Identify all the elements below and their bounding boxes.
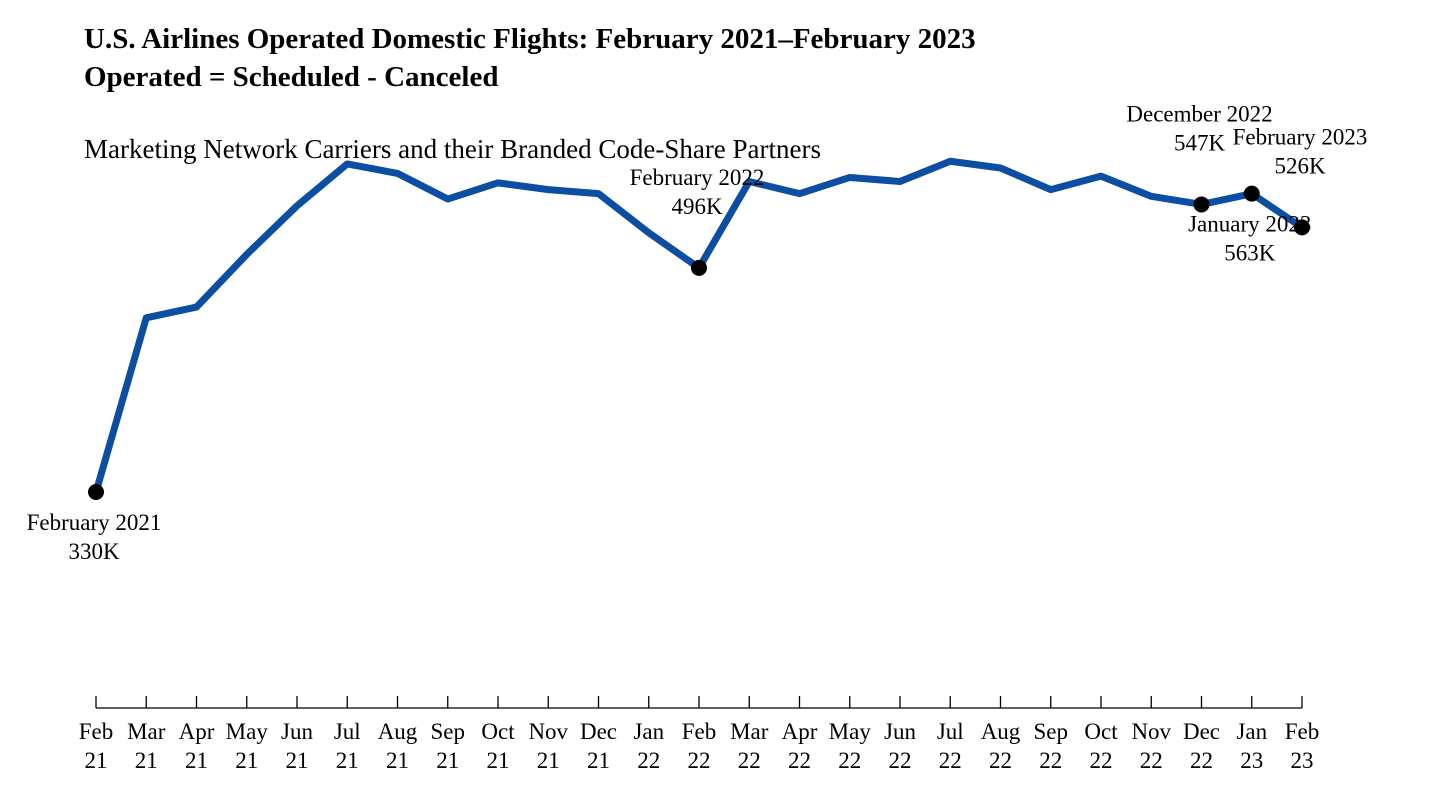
annotation-label-title-0: February 2021 bbox=[27, 510, 162, 535]
x-tick-label-month-6: Aug bbox=[378, 719, 418, 744]
annotation-label-title-23: January 2023 bbox=[1188, 212, 1311, 237]
x-tick-label-month-8: Oct bbox=[481, 719, 515, 744]
x-tick-label-year-13: 22 bbox=[738, 748, 761, 773]
x-tick-label-year-8: 21 bbox=[487, 748, 510, 773]
x-tick-label-year-17: 22 bbox=[939, 748, 962, 773]
annotation-label-title-12: February 2022 bbox=[630, 165, 765, 190]
chart-title: U.S. Airlines Operated Domestic Flights:… bbox=[84, 20, 976, 96]
x-tick-label-month-1: Mar bbox=[127, 719, 166, 744]
x-tick-label-month-9: Nov bbox=[528, 719, 568, 744]
x-tick-label-year-11: 22 bbox=[637, 748, 660, 773]
x-tick-label-year-14: 22 bbox=[788, 748, 811, 773]
x-tick-label-year-3: 21 bbox=[235, 748, 258, 773]
x-tick-label-year-22: 22 bbox=[1190, 748, 1213, 773]
x-tick-label-month-5: Jul bbox=[334, 719, 361, 744]
data-point-marker-23 bbox=[1243, 185, 1260, 202]
x-tick-label-month-23: Jan bbox=[1236, 719, 1267, 744]
x-tick-label-month-12: Feb bbox=[682, 719, 717, 744]
x-tick-label-year-9: 21 bbox=[537, 748, 560, 773]
x-tick-label-month-18: Aug bbox=[981, 719, 1021, 744]
x-tick-label-month-21: Nov bbox=[1131, 719, 1171, 744]
x-tick-label-month-2: Apr bbox=[179, 719, 215, 744]
x-tick-label-month-14: Apr bbox=[782, 719, 818, 744]
x-tick-label-month-4: Jun bbox=[281, 719, 313, 744]
x-tick-label-year-20: 22 bbox=[1090, 748, 1113, 773]
x-tick-label-month-16: Jun bbox=[884, 719, 916, 744]
x-tick-label-year-2: 21 bbox=[185, 748, 208, 773]
x-tick-label-year-24: 23 bbox=[1291, 748, 1314, 773]
x-tick-label-year-0: 21 bbox=[85, 748, 108, 773]
x-tick-label-year-15: 22 bbox=[838, 748, 861, 773]
x-tick-label-year-10: 21 bbox=[587, 748, 610, 773]
annotation-label-value-23: 563K bbox=[1224, 241, 1276, 266]
x-tick-label-year-4: 21 bbox=[286, 748, 309, 773]
x-tick-label-year-16: 22 bbox=[889, 748, 912, 773]
chart-title-line2: Operated = Scheduled - Canceled bbox=[84, 61, 499, 93]
data-point-marker-0 bbox=[88, 484, 104, 500]
data-point-marker-22 bbox=[1193, 196, 1210, 213]
x-tick-label-month-20: Oct bbox=[1084, 719, 1118, 744]
annotation-label-title-22: December 2022 bbox=[1126, 101, 1272, 126]
annotation-label-title-24: February 2023 bbox=[1233, 124, 1368, 149]
x-tick-label-year-21: 22 bbox=[1140, 748, 1163, 773]
x-tick-label-month-11: Jan bbox=[633, 719, 664, 744]
annotation-label-value-0: 330K bbox=[68, 539, 120, 564]
x-tick-label-year-7: 21 bbox=[436, 748, 459, 773]
data-point-marker-24 bbox=[1294, 219, 1310, 236]
x-tick-label-year-1: 21 bbox=[135, 748, 158, 773]
data-point-marker-12 bbox=[691, 259, 707, 276]
x-tick-label-month-3: May bbox=[226, 719, 269, 744]
x-tick-label-month-24: Feb bbox=[1285, 719, 1320, 744]
x-tick-label-year-23: 23 bbox=[1240, 748, 1263, 773]
annotation-label-value-12: 496K bbox=[671, 194, 723, 219]
x-tick-label-month-10: Dec bbox=[580, 719, 617, 744]
x-tick-label-month-13: Mar bbox=[730, 719, 769, 744]
x-tick-label-year-19: 22 bbox=[1039, 748, 1062, 773]
x-tick-label-month-17: Jul bbox=[937, 719, 964, 744]
x-tick-label-month-0: Feb bbox=[79, 719, 114, 744]
x-tick-label-year-5: 21 bbox=[336, 748, 359, 773]
x-tick-label-month-22: Dec bbox=[1183, 719, 1220, 744]
x-tick-label-month-19: Sep bbox=[1034, 719, 1069, 744]
x-tick-label-year-18: 22 bbox=[989, 748, 1012, 773]
annotation-label-value-22: 547K bbox=[1174, 130, 1226, 155]
chart-title-line1: U.S. Airlines Operated Domestic Flights:… bbox=[84, 23, 976, 55]
x-tick-label-year-12: 22 bbox=[688, 748, 711, 773]
annotation-label-value-24: 526K bbox=[1274, 153, 1326, 178]
chart-subtitle: Marketing Network Carriers and their Bra… bbox=[84, 134, 822, 164]
x-tick-label-month-15: May bbox=[829, 719, 872, 744]
x-tick-label-month-7: Sep bbox=[431, 719, 466, 744]
x-tick-label-year-6: 21 bbox=[386, 748, 409, 773]
